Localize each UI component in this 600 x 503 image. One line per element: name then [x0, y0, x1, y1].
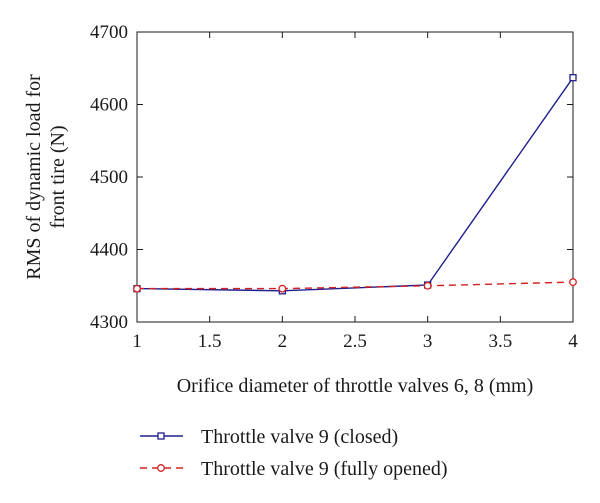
legend-label-2: Throttle valve 9 (fully opened) [201, 458, 448, 480]
y-ticks: 4300 4400 4500 4600 4700 [90, 22, 573, 333]
legend-marker-2 [157, 464, 165, 472]
y-axis-label-line-2: front tire (N) [47, 125, 69, 228]
series-2-point [569, 278, 577, 287]
x-tick-label: 2 [278, 331, 288, 352]
legend-marker-1 [157, 432, 165, 440]
series-2-point [278, 284, 287, 293]
x-tick-label: 1 [132, 331, 142, 352]
y-tick-label: 4500 [90, 167, 128, 188]
x-axis-label: Orifice diameter of throttle valves 6, 8… [177, 375, 534, 397]
x-tick-label: 4 [568, 331, 578, 352]
x-tick-label: 1.5 [198, 331, 222, 352]
series-2-point [423, 281, 432, 290]
y-tick-label: 4700 [90, 22, 128, 43]
series-line-1 [136, 77, 574, 292]
legend: Throttle valve 9 (closed) Throttle valve … [140, 426, 448, 480]
legend-label-1: Throttle valve 9 (closed) [201, 426, 398, 448]
y-tick-label: 4400 [90, 240, 128, 261]
x-tick-label: 3.5 [488, 331, 512, 352]
x-ticks: 1 1.5 2 2.5 3 3.5 4 [132, 32, 578, 352]
series-layer [133, 74, 577, 295]
y-tick-label: 4600 [90, 95, 128, 116]
y-axis-label-line-1: RMS of dynamic load for [23, 74, 45, 280]
series-2-point [133, 284, 141, 293]
plot-area-frame [136, 31, 574, 323]
series-line-2 [137, 281, 574, 290]
series-1-point [569, 74, 577, 82]
x-tick-label: 3 [423, 331, 433, 352]
x-tick-label: 2.5 [343, 331, 367, 352]
y-tick-label: 4300 [90, 312, 128, 333]
